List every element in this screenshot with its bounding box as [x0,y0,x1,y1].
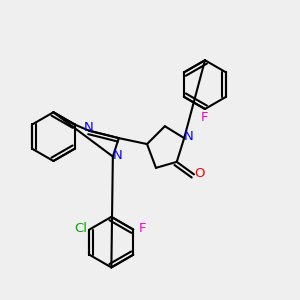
Text: N: N [113,149,122,162]
Text: F: F [201,111,209,124]
Text: N: N [83,121,93,134]
Text: O: O [195,167,205,180]
Text: Cl: Cl [75,222,88,236]
Text: N: N [184,130,194,143]
Text: F: F [138,222,146,236]
